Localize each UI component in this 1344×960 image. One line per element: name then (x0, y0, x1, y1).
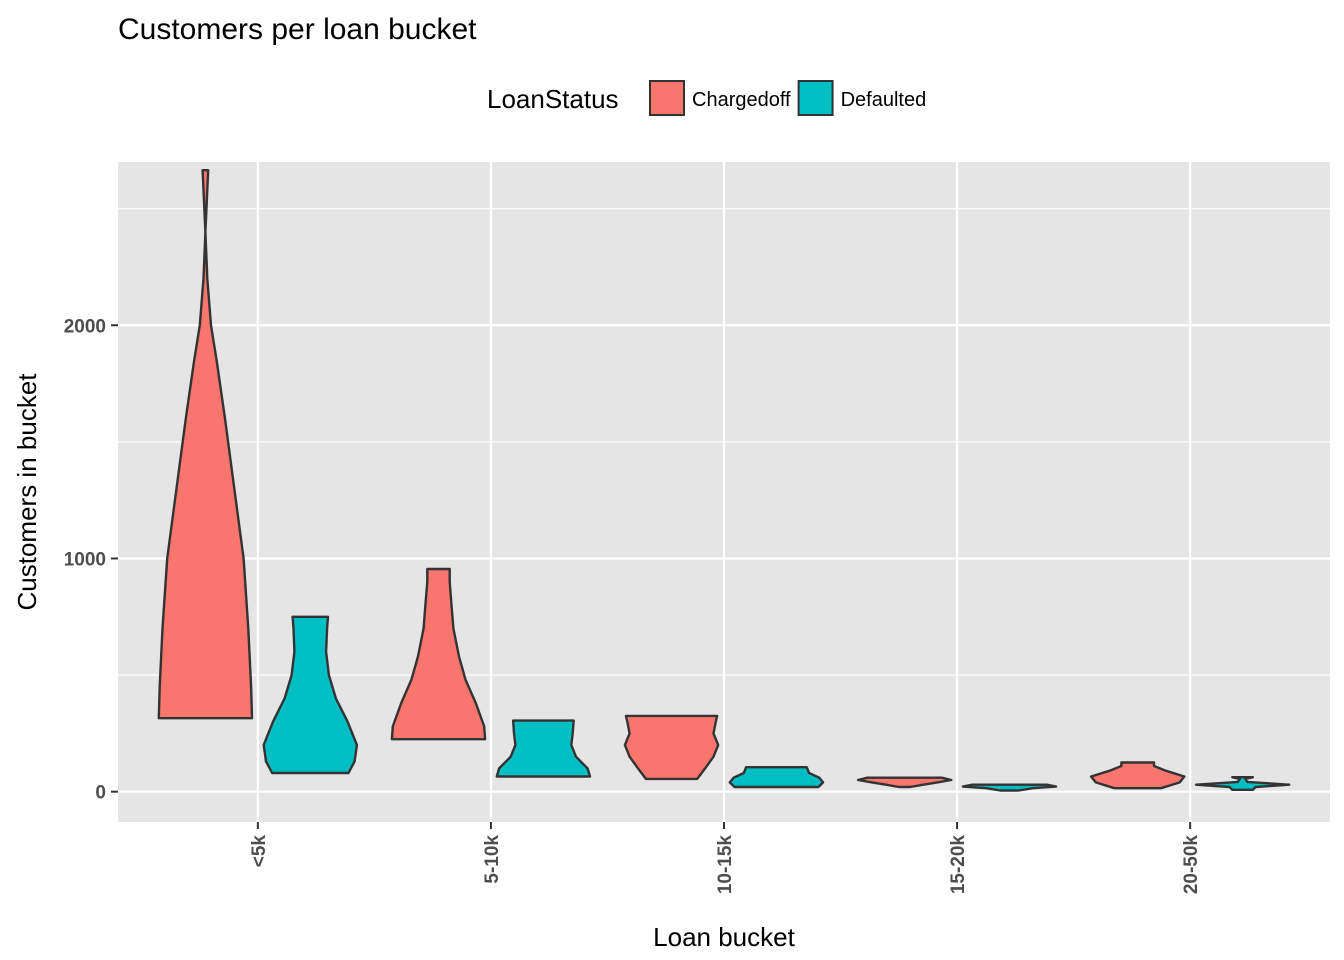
x-tick-label: 10-15k (715, 835, 736, 895)
legend-entries: Chargedoff Defaulted (649, 80, 927, 116)
legend-label-defaulted: Defaulted (841, 89, 927, 111)
violin-defaulted-3 (961, 783, 1058, 792)
violin-chargedoff-4 (1089, 761, 1186, 790)
legend-label-chargedoff: Chargedoff (692, 89, 791, 111)
violin-defaulted-2 (728, 766, 825, 789)
violins (157, 169, 1291, 792)
violin-chargedoff-1 (390, 567, 487, 741)
chart-title: Customers per loan bucket (118, 13, 477, 46)
gridlines (118, 162, 1330, 822)
legend: LoanStatus Chargedoff Defaulted (487, 80, 927, 116)
x-axis-title: Loan bucket (653, 922, 795, 952)
axes: 0 1000 2000 <5k 5-10k 10-15k 15-20k 20-50k (64, 316, 1202, 894)
violin-chargedoff-0 (157, 169, 254, 720)
violin-chargedoff-3 (856, 776, 953, 789)
y-tick-label: 2000 (64, 316, 106, 337)
legend-title: LoanStatus (487, 84, 619, 114)
y-axis-title: Customers in bucket (12, 373, 42, 611)
y-tick-label: 0 (95, 783, 106, 804)
y-tick-label: 1000 (64, 549, 106, 570)
legend-key-defaulted (797, 80, 834, 116)
violin-chargedoff-2 (623, 714, 720, 781)
legend-key-chargedoff (649, 80, 685, 116)
violin-defaulted-1 (495, 719, 592, 778)
violin-defaulted-0 (262, 615, 359, 775)
x-tick-label: <5k (249, 835, 270, 868)
violin-defaulted-4 (1194, 776, 1291, 791)
x-tick-label: 5-10k (482, 835, 503, 884)
x-tick-label: 15-20k (948, 835, 969, 895)
x-tick-label: 20-50k (1181, 835, 1202, 895)
